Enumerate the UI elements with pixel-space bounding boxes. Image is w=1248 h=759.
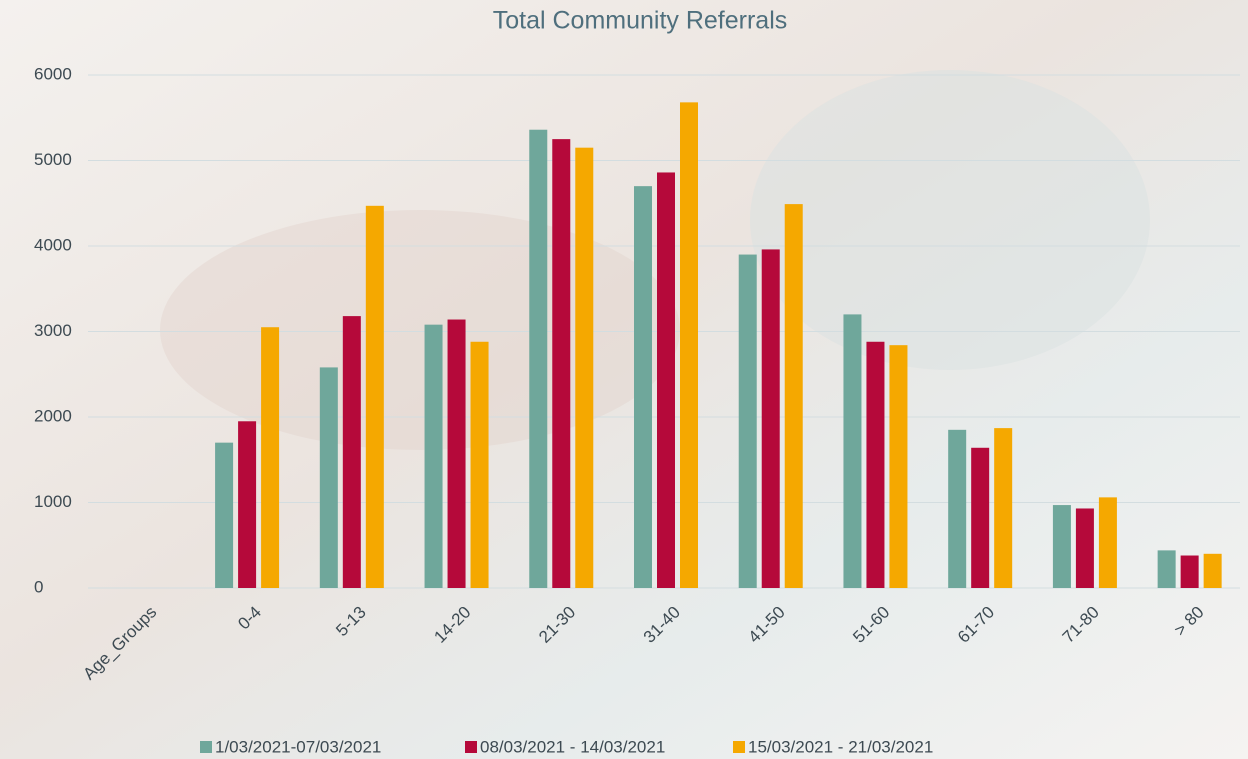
legend-swatch — [465, 741, 477, 753]
bar — [784, 204, 803, 589]
bar — [215, 442, 234, 588]
background-shape — [160, 210, 680, 450]
bar — [994, 428, 1013, 588]
bar — [261, 327, 280, 588]
y-tick-label: 3000 — [34, 321, 72, 340]
bar — [1203, 553, 1222, 588]
legend-swatch — [733, 741, 745, 753]
bar — [470, 341, 489, 588]
background-shape — [750, 70, 1150, 370]
legend-label: 15/03/2021 - 21/03/2021 — [748, 737, 933, 756]
bar — [680, 102, 698, 589]
bar — [657, 172, 675, 588]
bar — [634, 186, 652, 588]
bar — [447, 319, 466, 588]
y-tick-label: 4000 — [34, 235, 72, 254]
bar — [238, 421, 257, 588]
bar — [971, 447, 990, 588]
bar — [1180, 555, 1199, 588]
bar — [1098, 497, 1117, 588]
y-tick-label: 5000 — [34, 150, 72, 169]
bar — [552, 139, 571, 588]
bar — [866, 341, 885, 588]
bar — [1075, 508, 1094, 588]
bar — [529, 129, 548, 588]
bar — [575, 147, 594, 589]
legend-swatch — [200, 741, 212, 753]
y-tick-label: 1000 — [34, 492, 72, 511]
bar — [365, 205, 384, 588]
legend-label: 1/03/2021-07/03/2021 — [215, 737, 381, 756]
bar — [889, 345, 908, 588]
bar — [843, 314, 862, 588]
legend-label: 08/03/2021 - 14/03/2021 — [480, 737, 665, 756]
bar — [342, 316, 361, 588]
bar — [738, 254, 757, 589]
y-tick-label: 0 — [34, 577, 43, 596]
bar — [948, 429, 967, 588]
bar — [761, 249, 780, 589]
y-tick-label: 2000 — [34, 406, 72, 425]
bar — [319, 367, 338, 588]
bar — [1052, 505, 1071, 588]
bar — [1157, 550, 1176, 588]
chart-title: Total Community Referrals — [493, 7, 788, 35]
y-tick-label: 6000 — [34, 64, 72, 83]
bar — [424, 324, 443, 588]
